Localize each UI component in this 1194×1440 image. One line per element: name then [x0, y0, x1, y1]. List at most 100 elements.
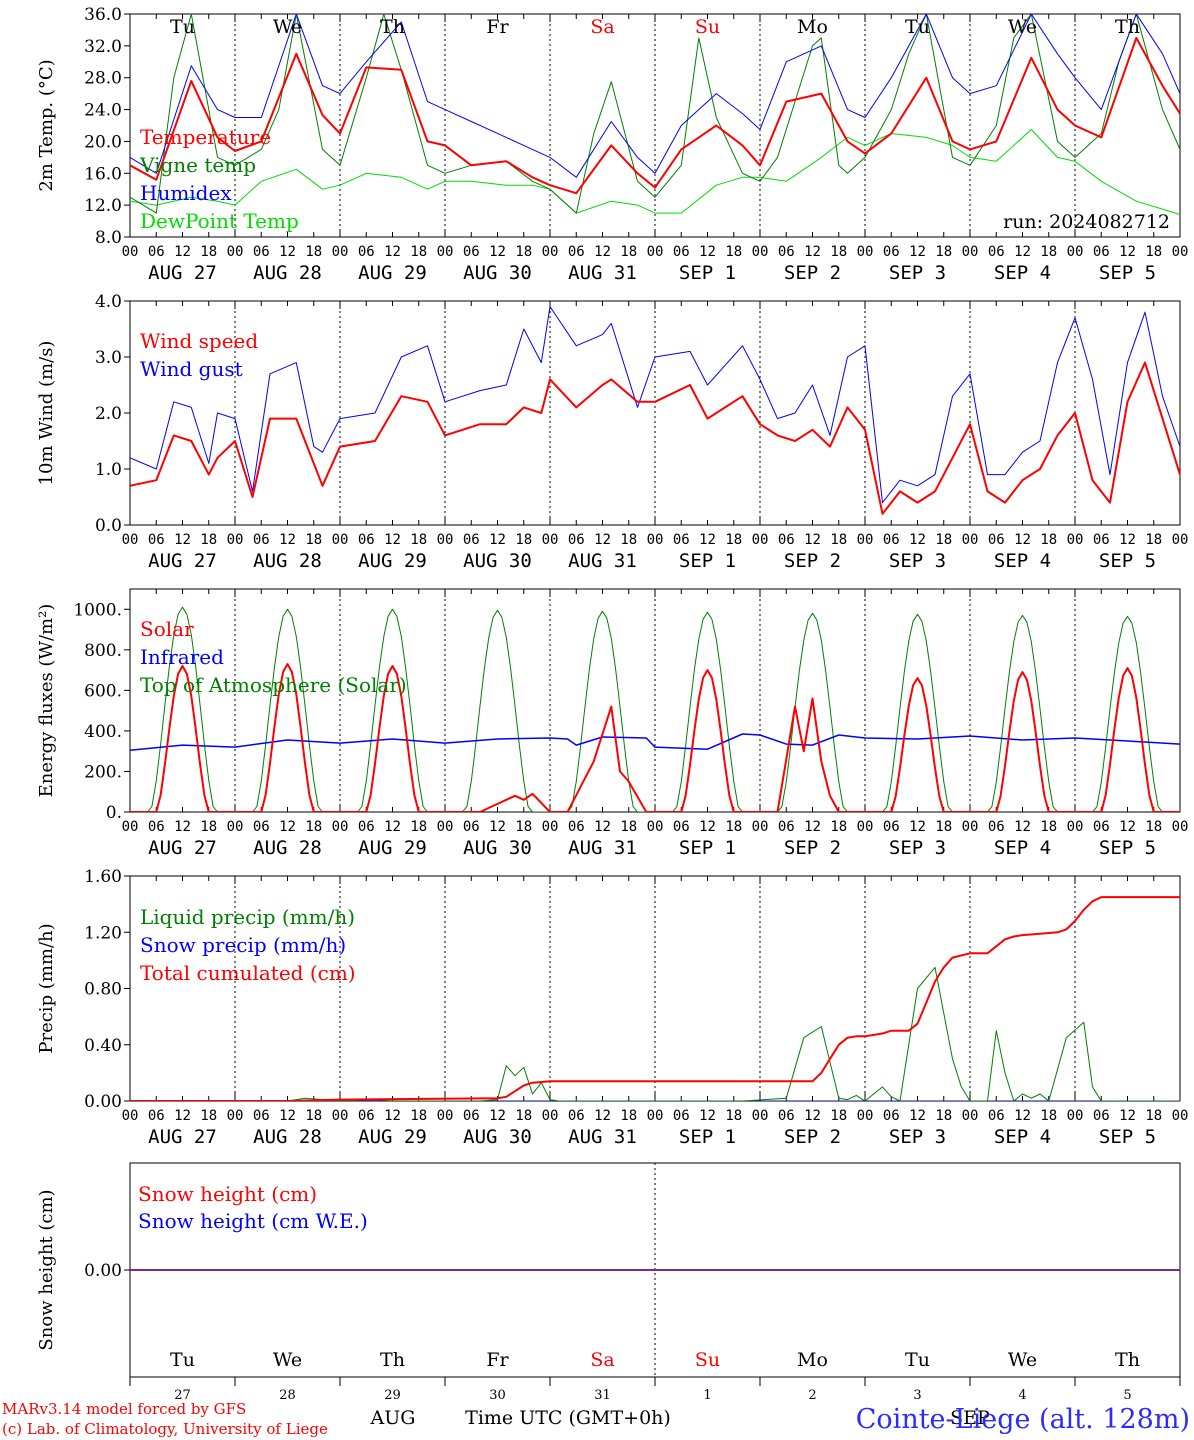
y-axis-label: Energy fluxes (W/m²) [36, 604, 57, 798]
legend-entry: Humidex [140, 181, 232, 205]
hour-tick-label: 18 [1040, 244, 1057, 260]
date-label: AUG 27 [148, 837, 217, 859]
hour-tick-label: 06 [463, 532, 480, 548]
date-label: AUG 27 [148, 550, 217, 572]
hour-tick-label: 00 [332, 244, 349, 260]
hour-tick-label: 18 [515, 532, 532, 548]
hour-tick-label: 00 [752, 1108, 769, 1124]
hour-tick-label: 12 [909, 819, 926, 835]
weekday-label: Sa [590, 16, 614, 38]
hour-tick-label: 00 [647, 1108, 664, 1124]
y-tick-label: 36.0 [84, 5, 122, 25]
hour-tick-label: 12 [489, 1108, 506, 1124]
hour-tick-label: 12 [384, 1108, 401, 1124]
date-label: SEP 1 [679, 262, 736, 284]
hour-tick-label: 18 [1040, 1108, 1057, 1124]
date-label: SEP 3 [889, 1126, 946, 1148]
hour-tick-label: 00 [962, 819, 979, 835]
hour-tick-label: 12 [594, 819, 611, 835]
hour-tick-label: 18 [830, 532, 847, 548]
series-line-temperature [130, 36, 1180, 195]
hour-tick-label: 12 [699, 819, 716, 835]
legend-entry: Vigne temp [139, 153, 256, 177]
hour-tick-label: 00 [227, 532, 244, 548]
y-tick-label: 400. [84, 722, 122, 742]
date-label: SEP 5 [1099, 550, 1156, 572]
hour-tick-label: 06 [253, 1108, 270, 1124]
date-label: AUG 29 [358, 262, 427, 284]
hour-tick-label: 00 [962, 244, 979, 260]
plot-area [130, 14, 1180, 216]
hour-tick-label: 06 [358, 532, 375, 548]
hour-tick-label: 12 [279, 244, 296, 260]
day-number-label: 4 [1018, 1388, 1026, 1403]
panel-3: Energy fluxes (W/m²) 0. 200. 400. 600. 800. 10… [36, 588, 1188, 859]
date-label: SEP 1 [679, 837, 736, 859]
hour-tick-label: 18 [1040, 532, 1057, 548]
date-label: AUG 30 [463, 550, 532, 572]
date-label: SEP 4 [994, 262, 1051, 284]
hour-tick-label: 06 [148, 1108, 165, 1124]
hour-tick-label: 00 [647, 244, 664, 260]
hour-tick-label: 18 [200, 1108, 217, 1124]
hour-tick-label: 18 [305, 819, 322, 835]
hour-tick-label: 00 [647, 819, 664, 835]
legend-entry: Top of Atmosphere (Solar) [140, 673, 407, 697]
y-tick-label: 28.0 [84, 69, 122, 89]
hour-tick-label: 06 [778, 1108, 795, 1124]
hour-tick-label: 18 [515, 244, 532, 260]
y-tick-label: 200. [84, 762, 122, 782]
series-line-wind-gust [130, 306, 1180, 504]
date-label: SEP 4 [994, 550, 1051, 572]
date-label: SEP 3 [889, 837, 946, 859]
hour-tick-label: 00 [1172, 1108, 1189, 1124]
legend-entry: Snow precip (mm/h) [140, 933, 346, 957]
hour-tick-label: 18 [200, 532, 217, 548]
panel-2: 10m Wind (m/s) 0.0 1.0 2.0 3.0 4.0 00 06 12 18 00 0… [36, 292, 1188, 572]
y-tick-label: 800. [84, 641, 122, 661]
hour-tick-label: 18 [410, 532, 427, 548]
hour-tick-label: 12 [279, 532, 296, 548]
date-label: AUG 29 [358, 837, 427, 859]
hour-tick-label: 18 [830, 819, 847, 835]
y-tick-label: 8.0 [95, 228, 122, 248]
plot-area [130, 306, 1180, 515]
date-label: AUG 27 [148, 262, 217, 284]
hour-tick-label: 06 [148, 532, 165, 548]
date-label: AUG 28 [253, 837, 322, 859]
hour-tick-label: 00 [542, 532, 559, 548]
hour-tick-label: 12 [384, 532, 401, 548]
series-line-dewpoint-temp [130, 129, 1180, 216]
y-tick-label: 3.0 [95, 348, 122, 368]
legend-entry: Solar [140, 617, 194, 641]
hour-tick-label: 18 [200, 819, 217, 835]
hour-tick-label: 18 [725, 532, 742, 548]
y-tick-label: 0.40 [84, 1036, 122, 1056]
hour-tick-label: 00 [542, 1108, 559, 1124]
hour-tick-label: 12 [279, 819, 296, 835]
hour-tick-label: 00 [122, 1108, 139, 1124]
hour-tick-label: 00 [437, 1108, 454, 1124]
hour-tick-label: 06 [673, 1108, 690, 1124]
hour-tick-label: 00 [122, 244, 139, 260]
footer-time-label: Time UTC (GMT+0h) [465, 1407, 671, 1429]
y-tick-label: 0.80 [84, 980, 122, 1000]
hour-tick-label: 00 [752, 244, 769, 260]
hour-tick-label: 06 [1093, 819, 1110, 835]
hour-tick-label: 18 [1145, 532, 1162, 548]
hour-tick-label: 00 [227, 244, 244, 260]
hour-tick-label: 00 [857, 819, 874, 835]
hour-tick-label: 18 [200, 244, 217, 260]
date-label: AUG 28 [253, 262, 322, 284]
date-label: SEP 2 [784, 1126, 841, 1148]
series-line-vigne-temp [130, 14, 1180, 214]
hour-tick-label: 18 [620, 244, 637, 260]
hour-tick-label: 00 [962, 532, 979, 548]
hour-tick-label: 00 [1067, 1108, 1084, 1124]
hour-tick-label: 18 [410, 819, 427, 835]
hour-tick-label: 12 [804, 819, 821, 835]
date-label: SEP 1 [679, 550, 736, 572]
weekday-label: Tu [170, 16, 195, 38]
hour-tick-label: 00 [437, 532, 454, 548]
date-label: AUG 30 [463, 1126, 532, 1148]
